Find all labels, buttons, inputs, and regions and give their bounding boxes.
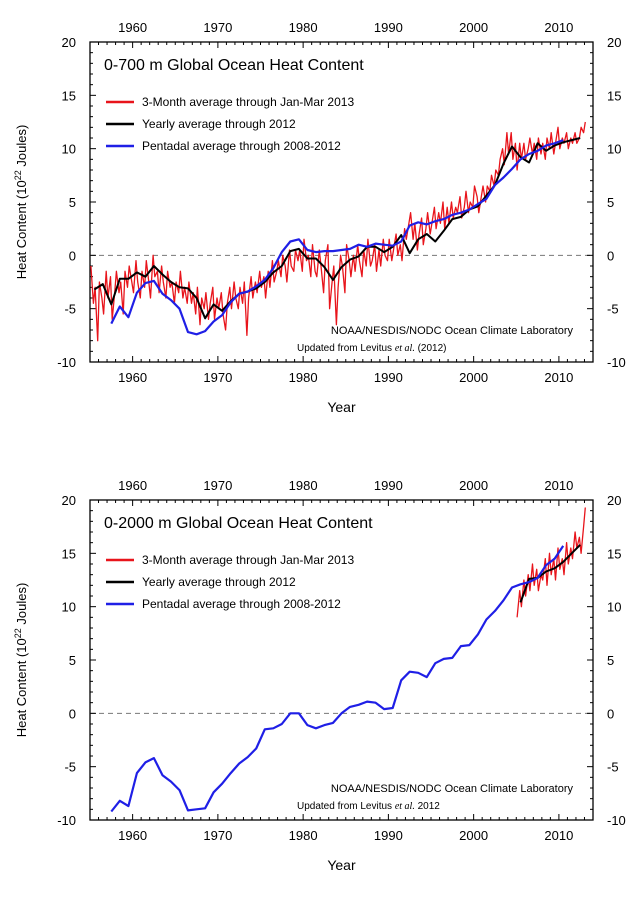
x-tick-label-top: 1960 (118, 478, 147, 493)
y-axis-label-text: Heat Content (10 (14, 638, 29, 737)
x-tick-label-top: 2000 (459, 478, 488, 493)
series-yearly (519, 544, 581, 603)
y-tick-label-left: 0 (69, 248, 76, 263)
x-tick-label-bottom: 1960 (118, 370, 147, 385)
y-tick-label-left: 10 (62, 600, 76, 615)
x-tick-label-bottom: 1970 (203, 828, 232, 843)
y-tick-label-right: -5 (607, 760, 619, 775)
chart-panel-1: 1960196019701970198019801990199020002000… (13, 20, 626, 415)
credit-et-al: et al. (395, 343, 415, 354)
x-tick-label-top: 1960 (118, 20, 147, 35)
x-tick-label-top: 2000 (459, 20, 488, 35)
y-axis-label-exponent: 22 (13, 628, 23, 638)
y-tick-label-right: 5 (607, 653, 614, 668)
y-tick-label-left: 15 (62, 546, 76, 561)
legend: 3-Month average through Jan-Mar 2013 Year… (106, 95, 354, 153)
legend-label: 3-Month average through Jan-Mar 2013 (142, 95, 354, 109)
legend-label: 3-Month average through Jan-Mar 2013 (142, 553, 354, 567)
y-tick-label-right: 5 (607, 195, 614, 210)
credit-et-al: et al. (395, 801, 415, 812)
series-pentadal (110, 139, 564, 336)
x-tick-label-bottom: 1980 (289, 828, 318, 843)
y-tick-label-left: -5 (64, 302, 76, 317)
y-axis-label: Heat Content (1022 Joules) (13, 125, 29, 280)
series-yearly (93, 137, 581, 320)
x-tick-label-top: 2010 (544, 20, 573, 35)
credit-line-2: Updated from Levitus et al. (2012) (297, 343, 447, 354)
y-tick-label-right: -10 (607, 355, 626, 370)
x-tick-label-bottom: 1960 (118, 828, 147, 843)
y-axis-label-text: Heat Content (10 (14, 180, 29, 279)
y-axis-label-unit: Joules) (14, 583, 29, 629)
legend: 3-Month average through Jan-Mar 2013 Year… (106, 553, 354, 611)
x-tick-label-top: 1990 (374, 478, 403, 493)
y-tick-label-right: 20 (607, 493, 621, 508)
legend-label: Pentadal average through 2008-2012 (142, 139, 341, 153)
y-tick-label-right: 15 (607, 88, 621, 103)
y-tick-label-right: -5 (607, 302, 619, 317)
legend-label: Yearly average through 2012 (142, 117, 296, 131)
credit-line-2: Updated from Levitus et al. 2012 (297, 801, 440, 812)
credit-text: Updated from Levitus (297, 801, 395, 812)
legend-label: Yearly average through 2012 (142, 575, 296, 589)
x-tick-label-bottom: 1990 (374, 828, 403, 843)
x-axis-label: Year (327, 399, 356, 415)
x-tick-label-bottom: 2000 (459, 370, 488, 385)
chart-title: 0-700 m Global Ocean Heat Content (104, 57, 364, 74)
x-tick-label-top: 1980 (289, 20, 318, 35)
x-tick-label-bottom: 1980 (289, 370, 318, 385)
plot-frame (89, 499, 594, 821)
y-tick-label-left: -5 (64, 760, 76, 775)
series-3-month (90, 121, 586, 342)
y-tick-label-left: 5 (69, 653, 76, 668)
x-tick-label-top: 1970 (203, 478, 232, 493)
credit-text: Updated from Levitus (297, 343, 395, 354)
series-group (90, 121, 586, 342)
y-tick-label-right: 15 (607, 546, 621, 561)
y-tick-label-right: 10 (607, 600, 621, 615)
x-tick-label-top: 1990 (374, 20, 403, 35)
series-pentadal (110, 545, 565, 813)
y-tick-label-right: 10 (607, 142, 621, 157)
credit-line-1: NOAA/NESDIS/NODC Ocean Climate Laborator… (331, 325, 574, 337)
y-tick-label-right: 0 (607, 248, 614, 263)
y-tick-label-left: 20 (62, 493, 76, 508)
y-axis-label: Heat Content (1022 Joules) (13, 583, 29, 738)
legend-label: Pentadal average through 2008-2012 (142, 597, 341, 611)
y-tick-label-left: 20 (62, 35, 76, 50)
y-tick-label-right: 20 (607, 35, 621, 50)
series-group (110, 507, 586, 813)
x-tick-label-top: 2010 (544, 478, 573, 493)
y-tick-label-left: -10 (57, 813, 76, 828)
y-tick-label-right: -10 (607, 813, 626, 828)
credit-year: 2012 (415, 801, 440, 812)
chart-panel-2: 1960196019701970198019801990199020002000… (13, 478, 626, 873)
y-tick-label-left: 15 (62, 88, 76, 103)
y-tick-label-left: 5 (69, 195, 76, 210)
y-axis-label-exponent: 22 (13, 170, 23, 180)
plot-frame (89, 41, 594, 363)
x-tick-label-bottom: 1970 (203, 370, 232, 385)
y-tick-label-left: 10 (62, 142, 76, 157)
y-tick-label-left: -10 (57, 355, 76, 370)
credit-year: (2012) (415, 343, 447, 354)
credit-line-1: NOAA/NESDIS/NODC Ocean Climate Laborator… (331, 783, 574, 795)
chart-title: 0-2000 m Global Ocean Heat Content (104, 515, 373, 532)
y-tick-label-left: 0 (69, 706, 76, 721)
x-axis-label: Year (327, 857, 356, 873)
y-tick-label-right: 0 (607, 706, 614, 721)
x-tick-label-bottom: 2010 (544, 370, 573, 385)
x-tick-label-bottom: 1990 (374, 370, 403, 385)
x-tick-label-bottom: 2010 (544, 828, 573, 843)
y-axis-label-unit: Joules) (14, 125, 29, 171)
x-tick-label-bottom: 2000 (459, 828, 488, 843)
x-tick-label-top: 1980 (289, 478, 318, 493)
x-tick-label-top: 1970 (203, 20, 232, 35)
